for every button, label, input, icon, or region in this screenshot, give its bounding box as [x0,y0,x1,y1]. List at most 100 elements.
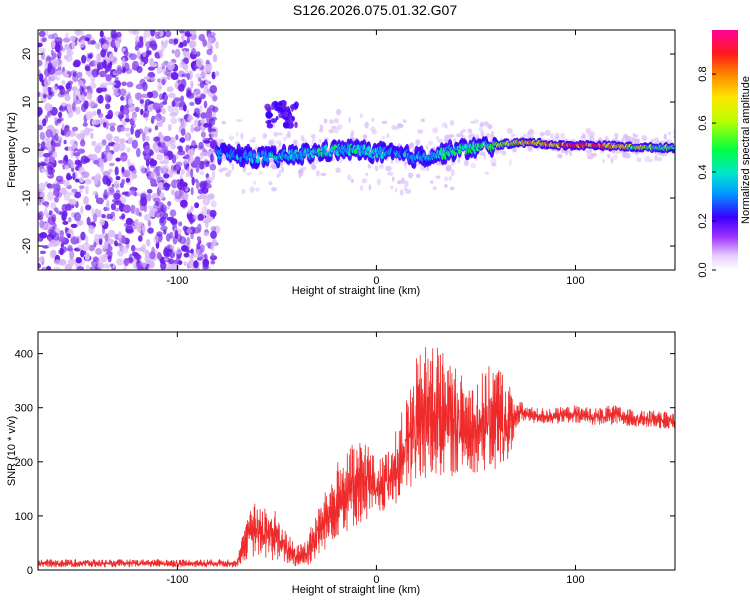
spectrogram-noise-blob [69,159,73,164]
spectrogram-noise-blob [173,169,178,175]
spectrogram-halo-blob [654,154,658,162]
spectrogram-halo-blob [476,134,479,140]
spectrogram-noise-blob [106,36,113,41]
spectrogram-noise-blob [38,263,41,269]
spectrogram-noise-blob [203,87,210,95]
spectrogram-halo-blob [491,162,497,167]
spectrogram-noise-blob [185,173,190,178]
spectrogram-noise-blob [54,133,59,142]
spectrogram-noise-blob [107,238,115,245]
spectrogram-halo-blob [649,159,654,163]
snr-x-ticks: -100 0 100 [166,332,585,586]
spectrogram-halo-blob [386,133,390,138]
colorbar-ticks: 0.0 0.2 0.4 0.6 0.8 [697,66,716,278]
spectrogram-noise-blob [99,118,104,125]
spectrogram-noise-blob [38,70,42,75]
spectrogram-noise-blob [64,165,69,170]
spectrogram-noise-blob [109,81,117,86]
spectrogram-halo-blob [650,138,656,142]
spectrogram-noise-blob [146,166,150,175]
spectrogram-noise-blob [196,180,200,190]
spectrogram-noise-blob [82,91,88,96]
spectrogram-noise-blob [166,86,174,92]
spectrogram-noise-blob [38,182,46,192]
spectrogram-noise-blob [115,175,121,181]
spectrogram-noise-blob [145,50,150,58]
spectrogram-halo-blob [403,161,407,166]
spectrogram-noise-blob [78,166,83,171]
spectrogram-halo-blob [417,129,424,134]
spectrogram-halo-blob [315,158,319,165]
spectrogram-noise-blob [125,132,131,137]
spectrogram-noise-blob [160,40,165,46]
spectrogram-noise-blob [145,158,150,167]
spectrogram-halo-blob [294,139,298,147]
spectrogram-noise-blob [194,88,202,99]
spectrogram-noise-blob [203,160,211,164]
spectrogram-halo-blob [470,163,476,169]
spectrogram-noise-blob [130,125,134,135]
spectrogram-noise-blob [188,114,193,119]
spectrogram-noise-blob [164,94,169,102]
spectrogram-halo-blob [368,184,372,191]
spectrogram-y-ticks: -20 -10 0 10 20 [21,48,675,254]
spectrogram-noise-blob [156,146,163,151]
spectrogram-noise-blob [175,164,180,170]
spectrogram-noise-blob [79,85,84,94]
spectrogram-noise-blob [177,83,185,92]
spectrogram-noise-blob [45,141,50,149]
spectrogram-halo-blob [320,172,327,177]
spectrogram-noise-blob [43,222,51,231]
spectrogram-noise-blob [98,238,103,246]
y-tick-label: 400 [15,349,33,361]
spectrogram-halo-blob [663,133,667,140]
spectrogram-noise-blob [127,137,134,145]
spectrogram-noise-blob [193,214,199,220]
spectrogram-noise-blob [194,202,200,209]
spectrogram-halo-blob [381,120,388,125]
spectrogram-noise-blob [118,142,126,152]
spectrogram-noise-blob [211,116,218,121]
spectrogram-noise-blob [45,129,53,138]
spectrogram-noise-blob [39,47,46,53]
spectrogram-noise-blob [210,226,217,232]
spectrogram-noise-blob [207,194,215,201]
spectrogram-halo-blob [641,135,648,142]
snr-data [38,347,675,568]
spectrogram-halo-blob [636,138,641,144]
spectrogram-noise-blob [113,192,121,200]
spectrogram-noise-blob [195,51,201,57]
spectrogram-noise-blob [150,76,157,81]
spectrogram-side-blob [271,102,275,110]
spectrogram-noise-blob [48,210,53,216]
spectrogram-noise-blob [121,178,125,186]
spectrogram-halo-blob [268,181,273,186]
spectrogram-halo-blob [397,180,401,185]
spectrogram-halo-blob [240,132,244,140]
spectrogram-noise-blob [53,241,60,247]
spectrogram-halo-blob [613,132,618,139]
spectrogram-noise-blob [180,95,185,103]
spectrogram-side-blob [265,106,272,112]
spectrogram-halo-blob [502,150,507,156]
spectrogram-noise-blob [63,191,71,201]
spectrogram-noise-blob [39,73,44,83]
spectrogram-noise-blob [138,212,142,217]
spectrogram-noise-blob [171,189,175,196]
spectrogram-noise-blob [105,133,113,141]
spectrogram-halo-blob [628,136,635,141]
spectrogram-noise-blob [190,124,194,134]
spectrogram-noise-blob [149,158,155,165]
spectrogram-noise-blob [110,39,116,49]
spectrogram-noise-blob [209,209,217,218]
spectrogram-noise-blob [61,203,68,213]
colorbar-tick-label: 0.0 [697,262,709,277]
snr-series-line [38,347,675,568]
spectrogram-noise-blob [112,92,120,97]
spectrogram-noise-blob [99,70,107,78]
spectrogram-halo-blob [323,118,328,124]
spectrogram-ridge-core [252,152,256,159]
spectrogram-noise-blob [135,35,141,43]
spectrogram-noise-blob [147,227,154,234]
spectrogram-noise-blob [131,251,138,257]
